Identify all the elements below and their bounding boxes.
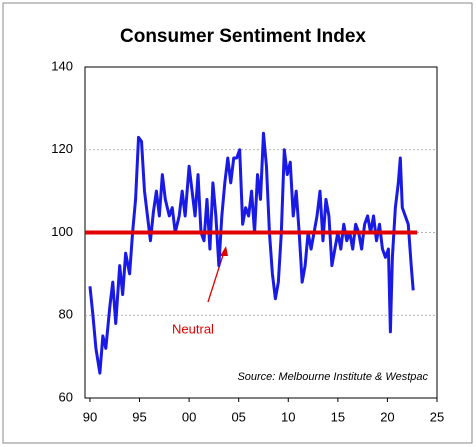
x-tick-label: 20 <box>380 409 394 424</box>
y-tick-label: 60 <box>59 389 73 404</box>
neutral-label: Neutral <box>172 321 214 336</box>
y-tick-label: 120 <box>51 141 73 156</box>
y-tick-label: 140 <box>51 58 73 73</box>
source-note: Source: Melbourne Institute & Westpac <box>237 371 428 383</box>
x-tick-label: 25 <box>430 409 444 424</box>
x-tick-label: 00 <box>182 409 196 424</box>
x-tick-label: 90 <box>83 409 97 424</box>
frame <box>2 2 473 444</box>
y-tick-label: 100 <box>51 224 73 239</box>
x-tick-label: 95 <box>132 409 146 424</box>
chart-title: Consumer Sentiment Index <box>120 26 366 47</box>
x-tick-label: 05 <box>231 409 245 424</box>
sentiment-line <box>88 131 415 375</box>
annotation-arrow <box>207 251 225 303</box>
arrow-head <box>220 246 228 256</box>
y-tick-label: 80 <box>59 307 73 322</box>
x-tick-label: 10 <box>281 409 295 424</box>
x-tick-label: 15 <box>331 409 345 424</box>
